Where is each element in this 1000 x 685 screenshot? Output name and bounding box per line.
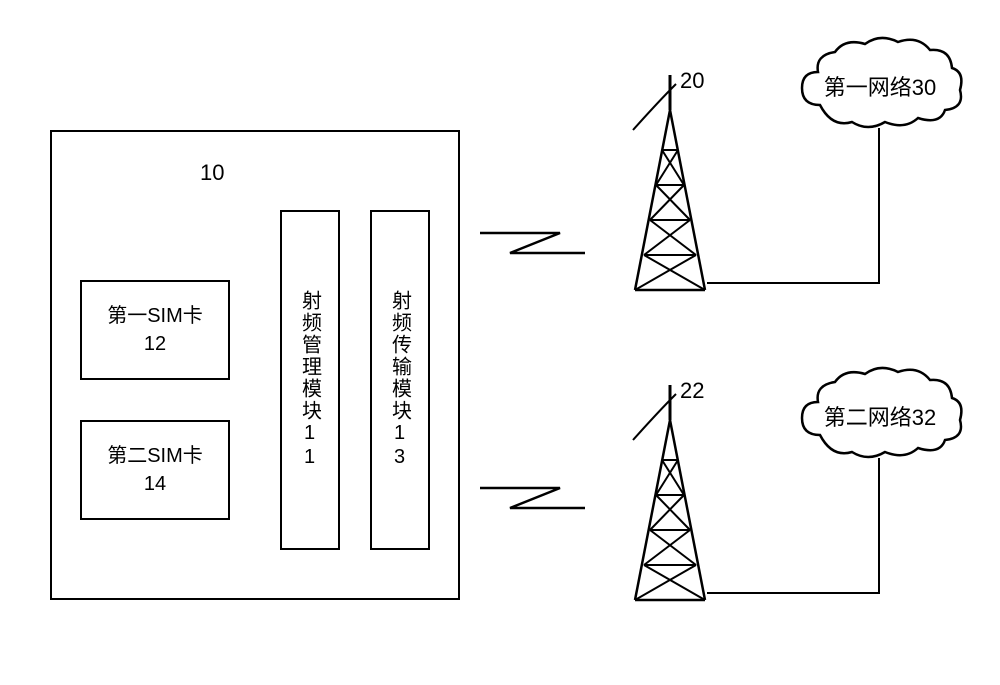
network1-label: 第一网络30 xyxy=(815,70,945,102)
sim-card-1: 第一SIM卡 12 xyxy=(80,280,230,380)
connection-tower2-cloud2-h xyxy=(707,592,880,594)
network2-label: 第二网络32 xyxy=(815,400,945,432)
device-label: 10 xyxy=(200,160,224,186)
tower2-label: 22 xyxy=(680,378,704,404)
sim-card-2: 第二SIM卡 14 xyxy=(80,420,230,520)
rf-management-module: 射频管理模块11 xyxy=(280,210,340,550)
connection-tower1-cloud1-h xyxy=(707,282,880,284)
module1-text: 射频管理模块11 xyxy=(296,290,325,470)
wireless-signal-icon-2 xyxy=(475,473,590,523)
tower1-label: 20 xyxy=(680,68,704,94)
sim1-line1: 第一SIM卡 xyxy=(107,302,203,330)
tower2-pointer xyxy=(628,392,683,447)
sim1-line2: 12 xyxy=(144,330,166,358)
rf-transmission-module: 射频传输模块13 xyxy=(370,210,430,550)
module2-text: 射频传输模块13 xyxy=(386,290,415,470)
wireless-signal-icon-1 xyxy=(475,218,590,268)
sim2-line2: 14 xyxy=(144,470,166,498)
tower1-pointer xyxy=(628,82,683,137)
sim2-line1: 第二SIM卡 xyxy=(107,442,203,470)
connection-tower2-cloud2-v xyxy=(878,458,880,593)
connection-tower1-cloud1-v xyxy=(878,128,880,283)
